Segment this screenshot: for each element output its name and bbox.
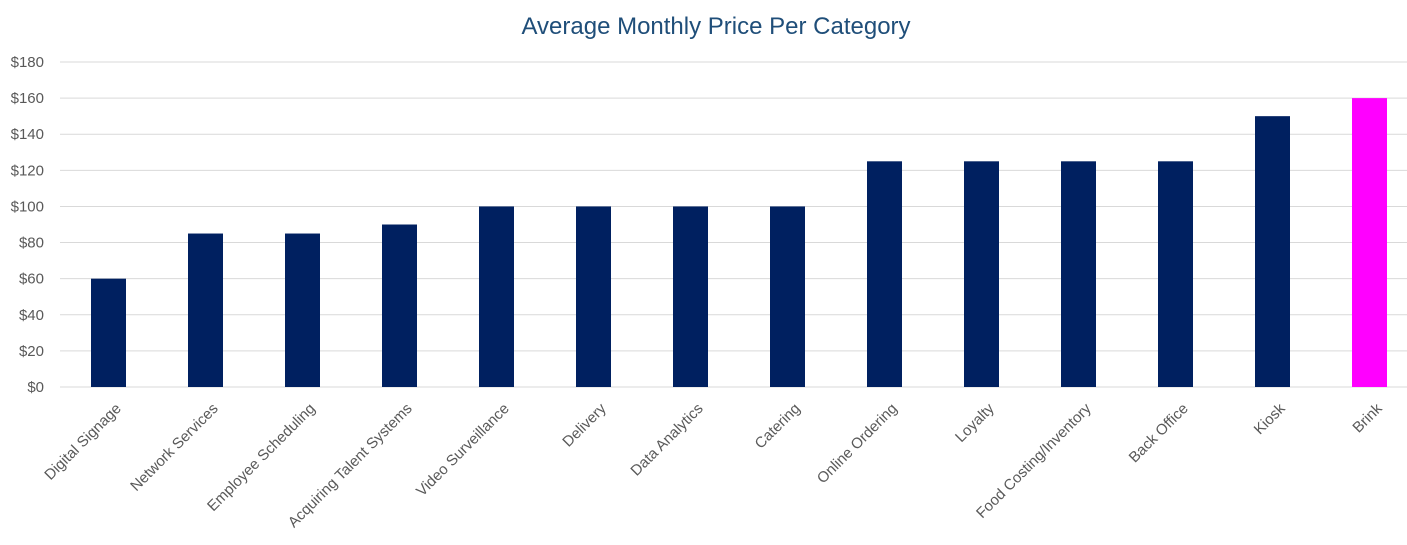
y-tick-label: $40 [19, 307, 44, 324]
x-tick-label: Back Office [1126, 400, 1192, 466]
bar-acquiring-talent-systems [382, 224, 417, 387]
x-tick-label: Online Ordering [814, 400, 901, 487]
bar-brink [1352, 98, 1387, 387]
x-tick-label: Delivery [559, 400, 610, 451]
y-tick-label: $20 [19, 343, 44, 360]
chart-title: Average Monthly Price Per Category [521, 13, 910, 40]
x-tick-label: Data Analytics [627, 400, 706, 479]
x-tick-label: Network Services [127, 400, 222, 495]
bar-data-analytics [673, 206, 708, 387]
bar-delivery [576, 206, 611, 387]
bars [91, 98, 1387, 388]
bar-kiosk [1255, 116, 1290, 388]
y-tick-label: $140 [11, 126, 44, 143]
bar-digital-signage [91, 278, 126, 387]
y-tick-label: $60 [19, 271, 44, 288]
bar-video-surveillance [479, 206, 514, 387]
bar-back-office [1158, 161, 1193, 387]
x-tick-label: Digital Signage [41, 400, 124, 483]
x-tick-label: Catering [752, 400, 804, 452]
x-tick-label: Brink [1349, 400, 1386, 437]
bar-network-services [188, 233, 223, 387]
bar-online-ordering [867, 161, 902, 387]
bar-catering [770, 206, 805, 387]
x-tick-label: Employee Scheduling [204, 400, 319, 515]
y-tick-label: $100 [11, 198, 44, 215]
y-tick-label: $120 [11, 162, 44, 179]
bar-food-costing-inventory [1061, 161, 1096, 387]
y-tick-label: $80 [19, 235, 44, 252]
x-tick-label: Loyalty [952, 400, 998, 446]
bar-employee-scheduling [285, 233, 320, 387]
x-tick-label: Kiosk [1251, 400, 1289, 438]
x-tick-label: Video Surveillance [413, 400, 513, 500]
y-tick-label: $0 [27, 379, 44, 396]
x-axis-labels: Digital Signage Network ServicesEmployee … [41, 400, 1386, 531]
y-tick-label: $160 [11, 90, 44, 107]
bar-loyalty [964, 161, 999, 387]
y-axis-ticks: $0 $20 $40 $60 $80 $100 $120 $140 $160 $180 [11, 54, 44, 396]
gridlines [60, 61, 1407, 388]
y-tick-label: $180 [11, 54, 44, 71]
